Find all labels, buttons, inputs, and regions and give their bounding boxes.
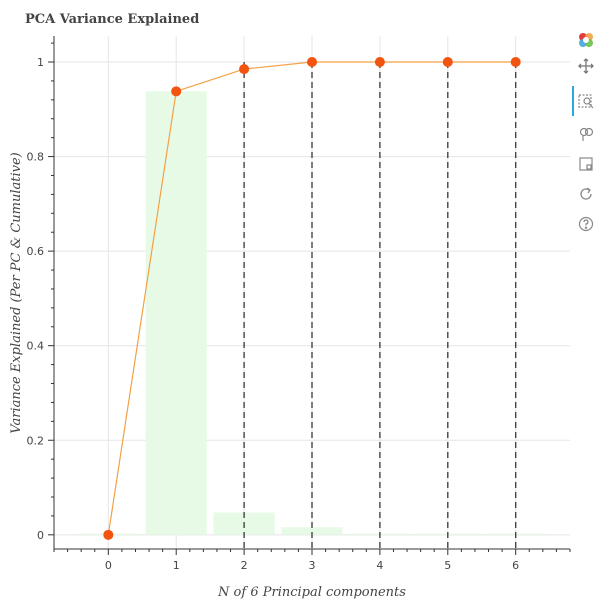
axes: 0 1 2 3 4 5 6 0 0.2 0.4 0.6 0.8 1 [27,36,571,572]
x-tick-label: 0 [105,559,112,572]
x-tick-label: 6 [512,559,519,572]
x-tick-label: 5 [444,559,451,572]
marker [442,57,453,68]
x-axis-label: N of 6 Principal components [217,585,406,600]
reset-icon[interactable] [576,184,596,204]
active-tool-indicator [572,86,574,116]
bar [145,91,207,535]
marker [103,529,114,540]
marker [239,64,250,75]
y-tick-label: 0.6 [27,245,45,258]
y-tick-label: 1 [37,56,44,69]
y-tick-label: 0.8 [27,151,45,164]
box-zoom-icon[interactable] [576,92,596,112]
marker [307,57,317,68]
x-tick-label: 3 [309,559,316,572]
save-icon[interactable] [576,154,596,174]
y-axis-label: Variance Explained (Per PC & Cumulative) [9,152,24,434]
marker [374,57,385,68]
help-icon[interactable] [576,214,596,234]
y-tick-label: 0.4 [27,340,45,353]
x-tick-label: 4 [376,559,383,572]
bokeh-logo-icon[interactable] [576,30,596,50]
vertical-lines [243,62,517,549]
x-tick-label: 1 [173,559,180,572]
markers [103,57,521,540]
pan-icon[interactable] [576,56,596,76]
bar [281,527,343,535]
x-tick-label: 2 [241,559,248,572]
marker [510,57,521,68]
marker [171,86,182,97]
chart-title: PCA Variance Explained [25,12,199,27]
y-tick-label: 0 [37,529,44,542]
wheel-zoom-icon[interactable] [576,124,596,144]
y-tick-label: 0.2 [27,434,45,447]
